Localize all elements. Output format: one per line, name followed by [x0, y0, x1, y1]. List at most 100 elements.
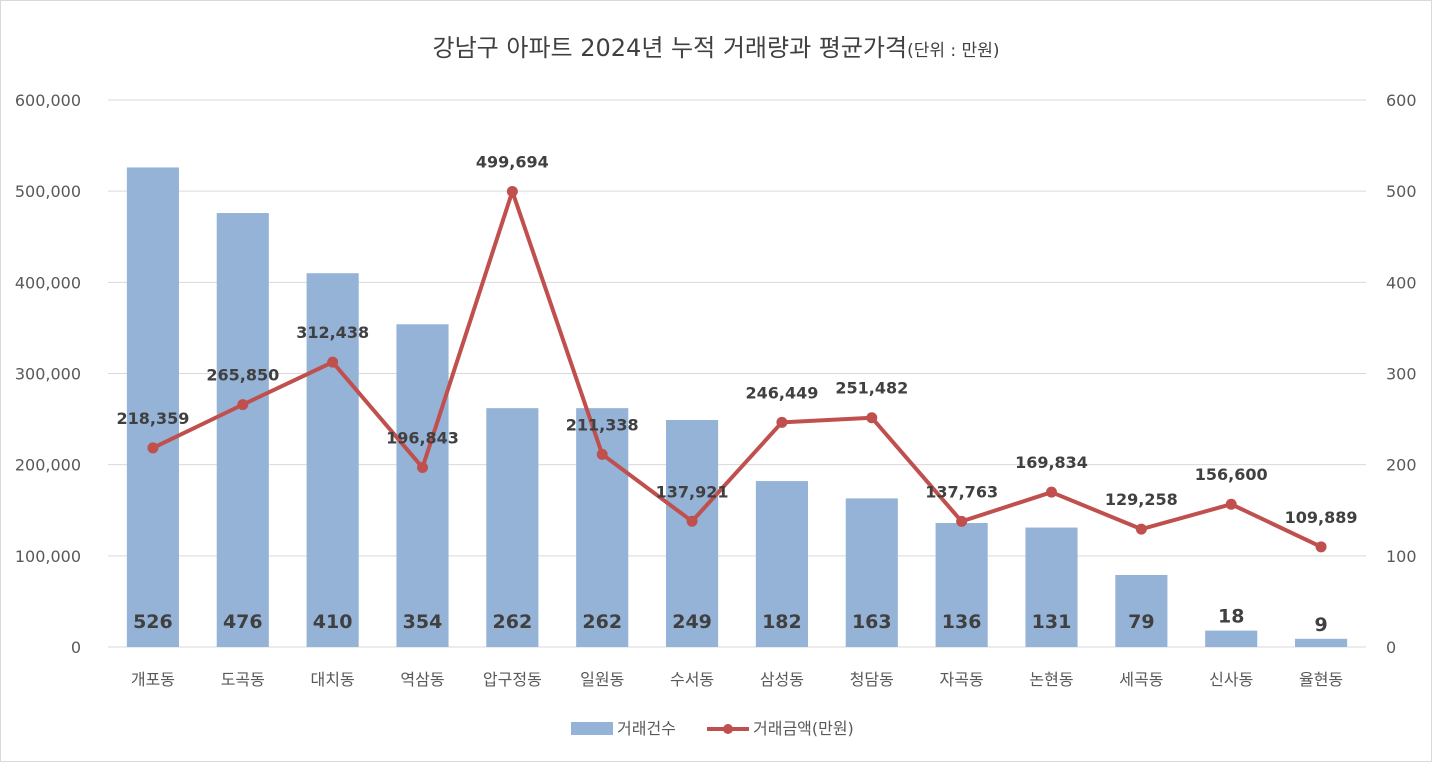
- legend: 거래건수 거래금액(만원): [571, 719, 854, 738]
- line-series: [147, 185, 1327, 553]
- left-tick-label: 600,000: [15, 91, 81, 110]
- line-data-label: 265,850: [206, 366, 279, 385]
- right-tick-label: 500: [1386, 182, 1417, 201]
- line-point: [776, 416, 788, 428]
- left-axis-ticks: 0 100,000 200,000 300,000 400,000 500,000 600,…: [15, 91, 81, 657]
- line-data-label: 129,258: [1105, 490, 1178, 509]
- line-point: [506, 185, 518, 197]
- bar: [1295, 638, 1348, 647]
- right-tick-label: 600: [1386, 91, 1417, 110]
- category-label: 대치동: [311, 670, 355, 689]
- bar: [935, 523, 988, 647]
- line-point: [237, 399, 249, 411]
- category-label: 논현동: [1029, 670, 1073, 689]
- line-point: [147, 442, 159, 454]
- bar-data-label: 9: [1314, 614, 1327, 636]
- line-data-label: 137,763: [925, 482, 998, 501]
- bar-data-label: 410: [313, 611, 353, 633]
- category-label: 세곡동: [1119, 670, 1163, 689]
- left-tick-label: 300,000: [15, 365, 81, 384]
- right-tick-label: 200: [1386, 456, 1417, 475]
- right-tick-label: 0: [1386, 638, 1396, 657]
- line-point: [1046, 486, 1057, 498]
- left-tick-label: 200,000: [15, 456, 81, 475]
- bar-data-label: 79: [1128, 611, 1154, 633]
- bar-data-label: 18: [1218, 606, 1244, 628]
- line-point: [596, 448, 608, 460]
- bar: [306, 273, 359, 647]
- line-point: [1225, 498, 1237, 510]
- bar: [486, 408, 539, 647]
- category-label: 역삼동: [400, 670, 444, 689]
- line-data-label: 156,600: [1195, 465, 1268, 484]
- bar-data-label: 526: [133, 611, 173, 633]
- category-label: 일원동: [580, 670, 624, 689]
- chart-title-main: 강남구 아파트 2024년 누적 거래량과 평균가격: [433, 34, 908, 62]
- category-label: 청담동: [850, 670, 894, 689]
- category-label: 수서동: [670, 670, 714, 689]
- bar: [396, 324, 449, 647]
- left-tick-label: 0: [71, 638, 81, 657]
- category-label: 도곡동: [221, 670, 265, 689]
- bar-data-label: 262: [582, 611, 622, 633]
- line-data-label: 251,482: [835, 379, 908, 398]
- bar: [1025, 527, 1078, 647]
- bar-data-labels: 526 476 410 354 262 262 249 182 163 136 131 79 18 9: [133, 606, 1328, 636]
- bar: [576, 408, 629, 647]
- bar: [755, 481, 808, 647]
- right-axis-ticks: 0 100 200 300 400 500 600: [1386, 91, 1417, 657]
- left-tick-label: 500,000: [15, 182, 81, 201]
- line-data-label: 246,449: [745, 383, 818, 402]
- line-path: [152, 189, 1322, 549]
- category-labels: 개포동 도곡동 대치동 역삼동 압구정동 일원동 수서동 삼성동 청담동 자곡동 논현동 세곡동 신사동…: [131, 670, 1343, 689]
- line-data-label: 109,889: [1285, 508, 1358, 527]
- bar: [666, 419, 719, 647]
- line-point: [686, 515, 698, 527]
- left-tick-label: 400,000: [15, 273, 81, 292]
- bar-data-label: 163: [852, 611, 892, 633]
- legend-line-marker: [723, 724, 733, 734]
- line-data-label: 196,843: [386, 429, 459, 448]
- bar: [216, 213, 269, 647]
- bar-data-label: 476: [223, 611, 263, 633]
- line-data-label: 169,834: [1015, 453, 1088, 472]
- gridlines: [108, 99, 1366, 648]
- bar-data-label: 354: [403, 611, 443, 633]
- line-data-label: 137,921: [656, 482, 729, 501]
- category-label: 삼성동: [760, 670, 804, 689]
- right-tick-label: 400: [1386, 273, 1417, 292]
- category-label: 자곡동: [940, 670, 984, 689]
- category-label: 개포동: [131, 670, 175, 689]
- bar: [1115, 574, 1168, 647]
- chart-title-unit: (단위 : 만원): [907, 41, 999, 61]
- line-point: [956, 515, 968, 527]
- line-data-label: 211,338: [566, 415, 639, 434]
- line-data-label: 499,694: [476, 152, 549, 171]
- line-point: [866, 412, 878, 424]
- line-point: [1135, 523, 1147, 535]
- category-label: 율현동: [1299, 670, 1343, 689]
- line-point: [1315, 541, 1327, 553]
- bar: [126, 167, 179, 648]
- bar-data-label: 262: [493, 611, 533, 633]
- chart-title: 강남구 아파트 2024년 누적 거래량과 평균가격(단위 : 만원): [433, 34, 1000, 62]
- line-data-labels: 218,359 265,850 312,438 196,843 499,694 211,3…: [116, 152, 1357, 526]
- bar-data-label: 136: [942, 611, 982, 633]
- bar: [1205, 630, 1258, 647]
- legend-line-label: 거래금액(만원): [753, 719, 854, 738]
- category-label: 압구정동: [483, 670, 542, 689]
- bar-data-label: 131: [1032, 611, 1072, 633]
- line-data-label: 218,359: [116, 409, 189, 428]
- bar-data-label: 249: [672, 611, 712, 633]
- bar: [845, 498, 898, 647]
- right-tick-label: 100: [1386, 547, 1417, 566]
- line-point: [327, 356, 339, 368]
- bar-data-label: 182: [762, 611, 802, 633]
- left-tick-label: 100,000: [15, 547, 81, 566]
- line-data-label: 312,438: [296, 323, 369, 342]
- category-label: 신사동: [1209, 670, 1253, 689]
- bar-series: [126, 167, 1348, 648]
- legend-bar-swatch: [571, 722, 613, 735]
